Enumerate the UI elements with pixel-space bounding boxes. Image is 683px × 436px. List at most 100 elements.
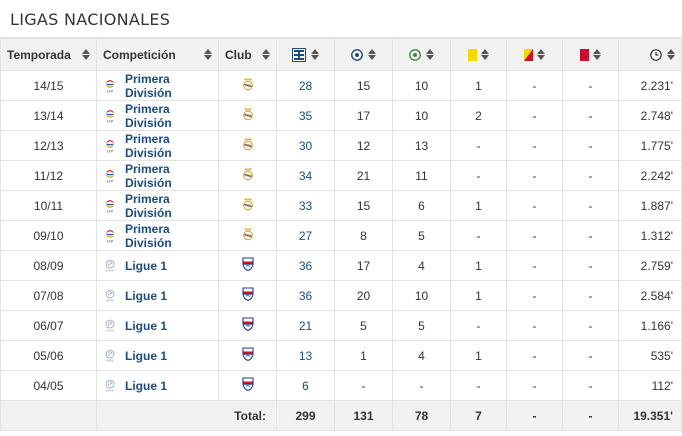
competition-cell[interactable]: Ligue 1: [96, 250, 219, 281]
red-cards-cell: -: [562, 340, 619, 371]
sort-arrows-icon[interactable]: [261, 49, 270, 60]
appearances-cell[interactable]: 35: [276, 100, 335, 131]
column-header-red-cards[interactable]: [562, 38, 619, 71]
club-cell[interactable]: RM: [218, 190, 277, 221]
assists-cell: -: [392, 370, 451, 401]
competition-cell[interactable]: LFP Primera División: [96, 70, 219, 101]
appearances-link[interactable]: 33: [298, 198, 313, 213]
competition-link[interactable]: Primera División: [125, 131, 172, 160]
club-cell[interactable]: [218, 250, 277, 281]
competition-cell[interactable]: Ligue 1: [96, 340, 219, 371]
real-madrid-crest-icon[interactable]: RM: [241, 167, 255, 181]
appearances-cell[interactable]: 30: [276, 130, 335, 161]
competition-link[interactable]: Primera División: [125, 71, 172, 100]
appearances-cell[interactable]: 33: [276, 190, 335, 221]
season-cell: 09/10: [0, 220, 97, 251]
real-madrid-crest-icon[interactable]: RM: [241, 197, 255, 211]
competition-cell[interactable]: LFP Primera División: [96, 190, 219, 221]
column-header-yellow-red-cards[interactable]: [506, 38, 563, 71]
lyon-crest-icon[interactable]: [241, 317, 255, 332]
red-cards-cell: -: [562, 370, 619, 401]
column-header-yellow-cards[interactable]: [450, 38, 507, 71]
appearances-link[interactable]: 28: [298, 78, 313, 93]
goals-cell: 1: [334, 340, 393, 371]
appearances-cell[interactable]: 27: [276, 220, 335, 251]
competition-link[interactable]: Primera División: [125, 191, 172, 220]
competition-link[interactable]: Primera División: [125, 161, 172, 190]
sort-arrows-icon[interactable]: [593, 49, 602, 60]
competition-cell[interactable]: LFP Primera División: [96, 220, 219, 251]
club-cell[interactable]: [218, 340, 277, 371]
lyon-crest-icon[interactable]: [241, 377, 255, 392]
sort-arrows-icon[interactable]: [203, 49, 212, 60]
yellow-red-cards-cell: -: [506, 100, 563, 131]
club-cell[interactable]: RM: [218, 130, 277, 161]
club-cell[interactable]: RM: [218, 100, 277, 131]
appearances-cell[interactable]: 34: [276, 160, 335, 191]
appearances-link[interactable]: 21: [298, 318, 313, 333]
real-madrid-crest-icon[interactable]: RM: [241, 77, 255, 91]
column-header-season[interactable]: Temporada: [0, 38, 97, 71]
competition-cell[interactable]: LFP Primera División: [96, 100, 219, 131]
competition-link[interactable]: Ligue 1: [125, 318, 168, 333]
club-cell[interactable]: RM: [218, 70, 277, 101]
appearances-link[interactable]: 36: [298, 258, 313, 273]
lyon-crest-icon[interactable]: [241, 287, 255, 302]
appearances-cell[interactable]: 36: [276, 250, 335, 281]
competition-link[interactable]: Ligue 1: [125, 348, 168, 363]
totals-goals: 131: [334, 400, 393, 431]
competition-cell[interactable]: LFP Primera División: [96, 160, 219, 191]
column-header-competition[interactable]: Competición: [96, 38, 219, 71]
red-cards-cell: -: [562, 310, 619, 341]
column-header-goals[interactable]: [334, 38, 393, 71]
season-cell: 06/07: [0, 310, 97, 341]
appearances-link[interactable]: 34: [298, 168, 313, 183]
appearances-link[interactable]: 27: [298, 228, 313, 243]
sort-arrows-icon[interactable]: [481, 49, 490, 60]
appearances-link[interactable]: 36: [298, 288, 313, 303]
sort-arrows-icon[interactable]: [310, 49, 319, 60]
competition-cell[interactable]: Ligue 1: [96, 280, 219, 311]
svg-text:LFP: LFP: [107, 209, 114, 213]
appearances-cell[interactable]: 6: [276, 370, 335, 401]
yellow-cards-cell: 1: [450, 190, 507, 221]
club-cell[interactable]: RM: [218, 160, 277, 191]
sort-arrows-icon[interactable]: [367, 49, 376, 60]
competition-link[interactable]: Ligue 1: [125, 258, 168, 273]
club-cell[interactable]: [218, 370, 277, 401]
column-header-club[interactable]: Club: [218, 38, 277, 71]
competition-cell[interactable]: Ligue 1: [96, 310, 219, 341]
yellow-cards-cell: -: [450, 130, 507, 161]
lyon-crest-icon[interactable]: [241, 347, 255, 362]
appearances-cell[interactable]: 21: [276, 310, 335, 341]
appearances-cell[interactable]: 28: [276, 70, 335, 101]
lfp-logo-icon: LFP: [103, 229, 117, 243]
real-madrid-crest-icon[interactable]: RM: [241, 107, 255, 121]
column-header-minutes[interactable]: [618, 38, 682, 71]
appearances-link[interactable]: 6: [302, 378, 309, 393]
appearances-link[interactable]: 35: [298, 108, 313, 123]
competition-cell[interactable]: LFP Primera División: [96, 130, 219, 161]
competition-cell[interactable]: Ligue 1: [96, 370, 219, 401]
appearances-cell[interactable]: 13: [276, 340, 335, 371]
sort-arrows-icon[interactable]: [425, 49, 434, 60]
column-header-assists[interactable]: [392, 38, 451, 71]
sort-arrows-icon[interactable]: [81, 49, 90, 60]
club-cell[interactable]: [218, 310, 277, 341]
assists-cell: 11: [392, 160, 451, 191]
competition-link[interactable]: Primera División: [125, 101, 172, 130]
sort-arrows-icon[interactable]: [666, 49, 675, 60]
competition-link[interactable]: Ligue 1: [125, 288, 168, 303]
club-cell[interactable]: RM: [218, 220, 277, 251]
competition-link[interactable]: Ligue 1: [125, 378, 168, 393]
column-header-appearances[interactable]: [276, 38, 335, 71]
competition-link[interactable]: Primera División: [125, 221, 172, 250]
club-cell[interactable]: [218, 280, 277, 311]
appearances-cell[interactable]: 36: [276, 280, 335, 311]
sort-arrows-icon[interactable]: [537, 49, 546, 60]
lyon-crest-icon[interactable]: [241, 257, 255, 272]
real-madrid-crest-icon[interactable]: RM: [241, 137, 255, 151]
appearances-link[interactable]: 13: [298, 348, 313, 363]
appearances-link[interactable]: 30: [298, 138, 313, 153]
real-madrid-crest-icon[interactable]: RM: [241, 227, 255, 241]
